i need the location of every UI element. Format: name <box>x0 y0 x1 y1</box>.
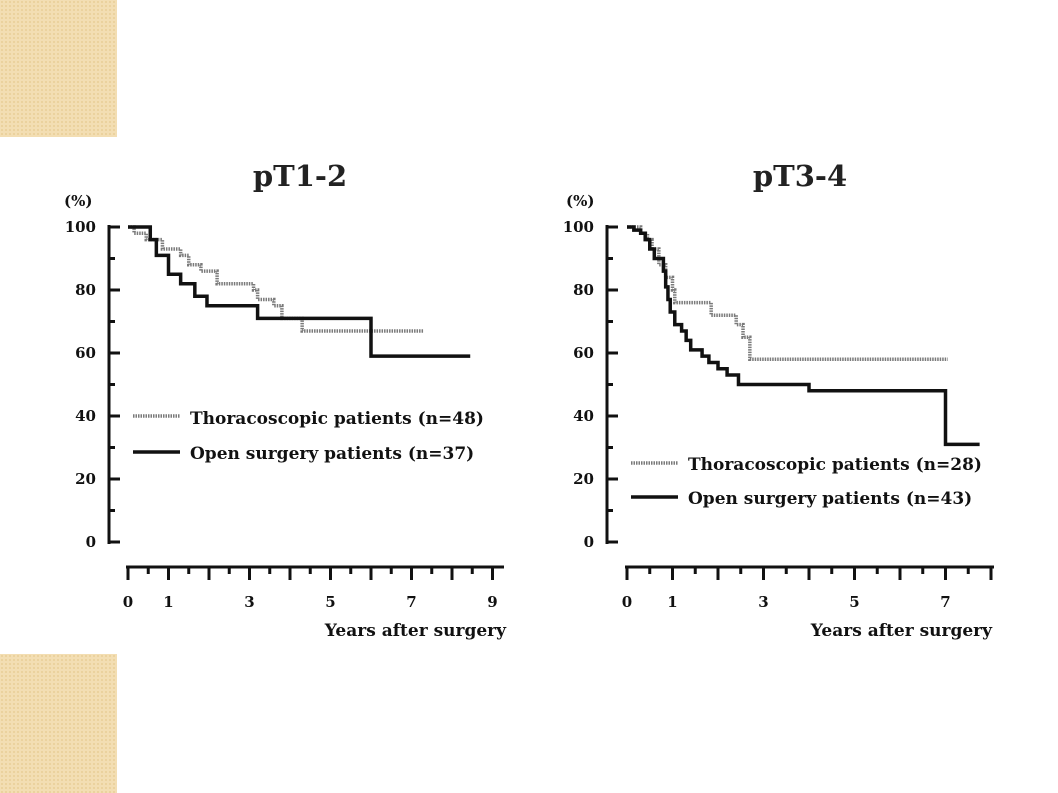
decorative-pattern-top <box>0 0 117 137</box>
x-tick-label: 5 <box>849 593 859 611</box>
x-tick-label: 7 <box>940 593 950 611</box>
x-axis-label: Years after surgery <box>810 621 993 641</box>
y-tick-label: 100 <box>563 218 594 236</box>
y-tick-label: 20 <box>573 470 594 488</box>
x-tick-label: 3 <box>244 593 254 611</box>
x-tick-label: 0 <box>622 593 632 611</box>
y-tick-label: 0 <box>584 533 594 551</box>
y-tick-label: 60 <box>573 344 594 362</box>
x-tick-label: 1 <box>163 593 173 611</box>
x-axis-label: Years after surgery <box>324 621 507 641</box>
series-thoracoscopic-line <box>627 225 948 362</box>
y-tick-label: 100 <box>65 218 96 236</box>
y-tick-label: 20 <box>75 470 96 488</box>
series-open-surgery-line <box>627 225 980 447</box>
x-tick-label: 0 <box>123 593 133 611</box>
series-thoracoscopic-line <box>128 225 424 333</box>
chart-pt3-4: pT3-4 (%) Years after surgery Thoracosco… <box>563 159 994 641</box>
x-tick-label: 9 <box>487 593 497 611</box>
y-tick-label: 40 <box>573 407 594 425</box>
legend-thoracoscopic-label: Thoracoscopic patients (n=28) <box>688 455 982 475</box>
series-open-surgery-line <box>128 225 471 358</box>
y-tick-label: 80 <box>573 281 594 299</box>
x-tick-label: 1 <box>667 593 677 611</box>
y-tick-label: 60 <box>75 344 96 362</box>
y-axis-unit: (%) <box>64 192 92 210</box>
y-tick-label: 40 <box>75 407 96 425</box>
legend-open-surgery-label: Open surgery patients (n=43) <box>688 489 972 509</box>
legend-thoracoscopic-label: Thoracoscopic patients (n=48) <box>190 409 484 429</box>
chart-pt1-2: pT1-2 (%) Years after surgery Thoracosco… <box>64 159 507 641</box>
y-tick-label: 80 <box>75 281 96 299</box>
decorative-pattern-bottom <box>0 654 117 793</box>
chart-title: pT1-2 <box>253 159 347 193</box>
x-tick-label: 3 <box>758 593 768 611</box>
x-tick-label: 5 <box>325 593 335 611</box>
x-tick-label: 7 <box>406 593 416 611</box>
y-tick-label: 0 <box>86 533 96 551</box>
chart-title: pT3-4 <box>753 159 847 193</box>
legend-open-surgery-label: Open surgery patients (n=37) <box>190 444 474 464</box>
y-axis-unit: (%) <box>566 192 594 210</box>
